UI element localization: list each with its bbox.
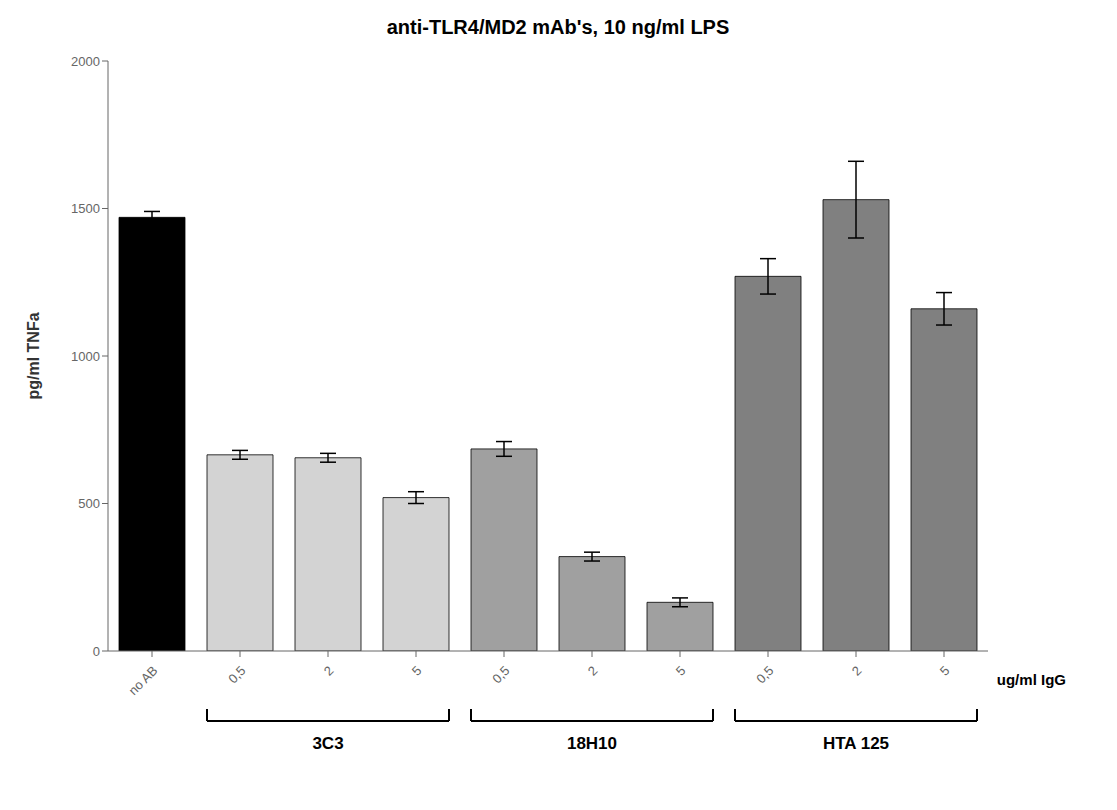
svg-text:1000: 1000: [71, 349, 100, 364]
svg-text:5: 5: [673, 663, 689, 679]
svg-text:2000: 2000: [71, 54, 100, 69]
svg-text:1500: 1500: [71, 201, 100, 216]
svg-text:5: 5: [937, 663, 953, 679]
svg-text:0,5: 0,5: [225, 663, 248, 686]
svg-text:2: 2: [321, 663, 337, 679]
svg-text:18H10: 18H10: [567, 734, 617, 753]
svg-text:HTA 125: HTA 125: [823, 734, 889, 753]
svg-text:3C3: 3C3: [312, 734, 343, 753]
svg-text:pg/ml TNFa: pg/ml TNFa: [25, 312, 42, 399]
svg-text:0,5: 0,5: [489, 663, 512, 686]
svg-text:0,5: 0,5: [753, 663, 776, 686]
svg-text:2: 2: [585, 663, 601, 679]
svg-text:5: 5: [409, 663, 425, 679]
svg-text:ug/ml IgG: ug/ml IgG: [997, 671, 1066, 688]
html-text:anti-TLR4/MD2 mAb's, 10 ng/ml: anti-TLR4/MD2 mAb's, 10 ng/ml LPS: [386, 16, 730, 38]
svg-text:no AB: no AB: [125, 663, 160, 698]
svg-text:500: 500: [78, 496, 100, 511]
svg-text:0: 0: [93, 644, 100, 659]
svg-text:2: 2: [849, 663, 865, 679]
